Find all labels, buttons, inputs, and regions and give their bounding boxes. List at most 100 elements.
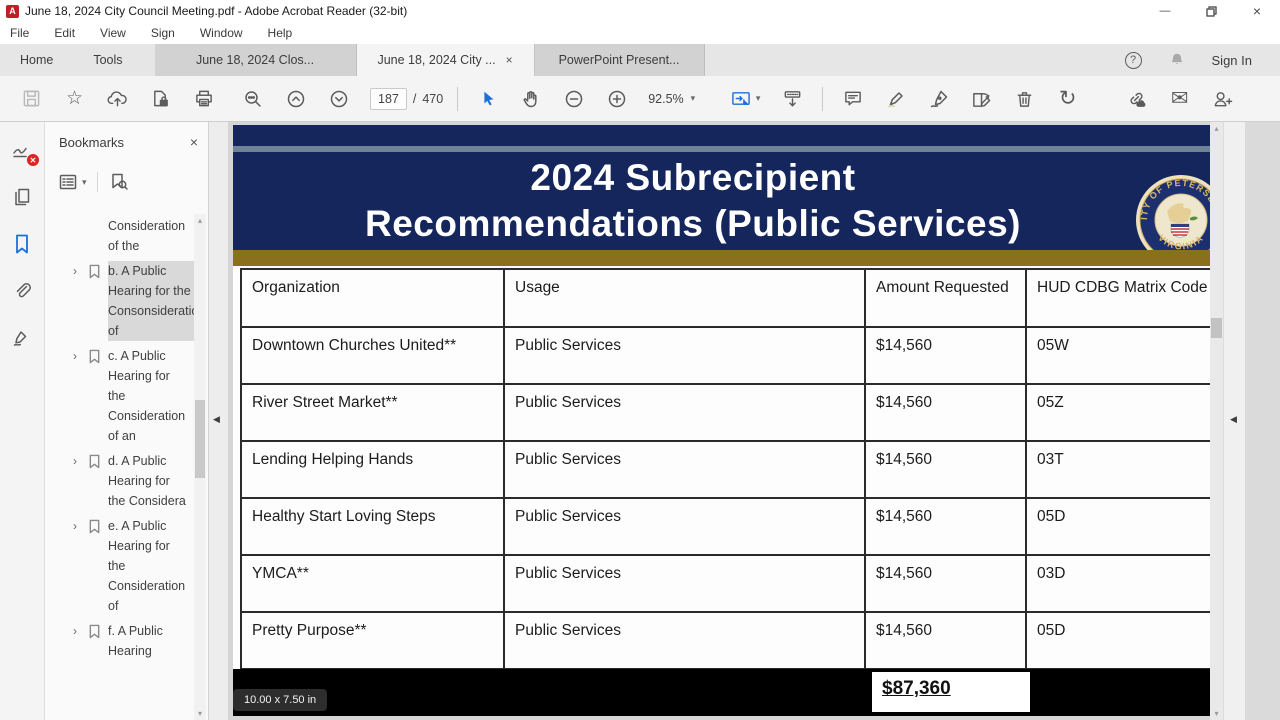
scrollbar-thumb[interactable] [195, 400, 205, 478]
notifications-bell-icon[interactable] [1168, 51, 1186, 69]
hand-tool-button[interactable] [509, 84, 552, 114]
chevron-right-icon[interactable]: › [73, 349, 77, 363]
bookmark-item-selected[interactable]: › b. A Public Hearing for the Consonside… [73, 261, 205, 341]
cell-code: 05D [1027, 499, 1241, 556]
comment-button[interactable] [831, 84, 874, 114]
bookmark-flag-icon [88, 261, 108, 279]
zoom-level-dropdown[interactable]: 92.5% ▾ [648, 92, 695, 106]
select-tool-button[interactable] [466, 84, 509, 114]
bookmark-label[interactable]: f. A Public Hearing [108, 624, 163, 658]
close-panel-icon[interactable]: × [189, 134, 198, 150]
restore-button[interactable] [1188, 0, 1234, 22]
collapse-panel-icon[interactable]: ◀ [213, 414, 220, 424]
redo-button[interactable]: ↻ [1046, 84, 1089, 114]
previous-page-button[interactable] [274, 84, 317, 114]
bookmark-label[interactable]: b. A Public Hearing for the Consonsidera… [108, 261, 205, 341]
bookmarks-scrollbar[interactable]: ▴ ▾ [194, 214, 206, 720]
highlighter-icon [887, 91, 903, 107]
tab-document-2-active[interactable]: June 18, 2024 City ... × [356, 44, 535, 76]
bookmark-item[interactable]: › f. A Public Hearing [73, 621, 188, 661]
bookmark-item[interactable]: › e. A Public Hearing for the Considerat… [73, 516, 188, 616]
bookmarks-panel-button[interactable] [10, 232, 34, 256]
bookmark-icon [16, 234, 28, 254]
menu-sign[interactable]: Sign [150, 26, 175, 40]
page-thumbnails-button[interactable] [10, 185, 34, 209]
chevron-right-icon[interactable]: › [73, 624, 77, 638]
navigation-pane-strip: ✕ [0, 122, 45, 720]
presentation-mode-button[interactable] [771, 84, 814, 114]
presentation-screen-icon [784, 90, 801, 106]
save-button[interactable] [10, 84, 53, 114]
bookmark-item[interactable]: Consideration of the [73, 216, 188, 256]
share-link-button[interactable] [1115, 84, 1158, 114]
bookmark-item[interactable]: › d. A Public Hearing for the Considera [73, 451, 188, 511]
menu-window[interactable]: Window [199, 26, 243, 40]
close-button[interactable]: × [1252, 3, 1262, 19]
edit-pdf-button[interactable] [960, 84, 1003, 114]
expand-tools-pane-icon[interactable]: ◀ [1230, 414, 1237, 424]
share-with-people-button[interactable] [1201, 84, 1244, 114]
city-seal: CITY OF PETERSBURG VIRGINIA [1135, 174, 1227, 266]
menu-help[interactable]: Help [267, 26, 293, 40]
scrollbar-thumb[interactable] [1211, 318, 1222, 338]
search-button[interactable] [231, 84, 274, 114]
upload-cloud-button[interactable] [96, 84, 139, 114]
next-page-button[interactable] [317, 84, 360, 114]
delete-pages-button[interactable] [1003, 84, 1046, 114]
column-header: Amount Requested [866, 270, 1027, 328]
minimize-button[interactable]: — [1159, 5, 1171, 17]
bookmark-options-button[interactable]: ▾ [58, 173, 87, 191]
help-icon[interactable]: ? [1124, 51, 1142, 69]
toolbar-separator [822, 86, 824, 111]
table-row: Healthy Start Loving Steps Public Servic… [242, 499, 1241, 556]
column-header: Usage [505, 270, 866, 328]
tab-close-icon[interactable]: × [505, 53, 513, 67]
bookmark-label[interactable]: e. A Public Hearing for the Consideratio… [108, 519, 186, 613]
zoom-out-button[interactable] [552, 84, 595, 114]
panel-divider[interactable]: ◀ [208, 122, 228, 720]
menu-edit[interactable]: Edit [54, 26, 76, 40]
cell-organization: Pretty Purpose** [242, 613, 505, 670]
chevron-right-icon[interactable]: › [73, 519, 77, 533]
chevron-right-icon[interactable]: › [73, 454, 77, 468]
bookmark-label[interactable]: c. A Public Hearing for the Consideratio… [108, 349, 186, 443]
menu-file[interactable]: File [10, 26, 30, 40]
bookmark-flag-icon [88, 346, 108, 364]
export-protect-button[interactable] [139, 84, 182, 114]
table-row: Downtown Churches United** Public Servic… [242, 328, 1241, 385]
total-pages: 470 [422, 91, 444, 106]
fill-sign-button[interactable] [917, 84, 960, 114]
attachments-panel-button[interactable] [10, 279, 34, 303]
bookmark-label[interactable]: Consideration of the [108, 219, 186, 253]
highlight-button[interactable] [874, 84, 917, 114]
star-button[interactable]: ☆ [53, 84, 96, 114]
find-bookmark-icon [111, 173, 128, 190]
tab-tools[interactable]: Tools [93, 53, 123, 67]
tab-document-1[interactable]: June 18, 2024 Clos... [154, 44, 357, 76]
column-header: Organization [242, 270, 505, 328]
signatures-panel-button[interactable] [10, 326, 34, 350]
signature-status-button[interactable]: ✕ [10, 138, 39, 166]
cell-amount: $14,560 [866, 442, 1027, 499]
tab-document-3[interactable]: PowerPoint Present... [534, 44, 705, 76]
scroll-up-icon[interactable]: ▴ [1214, 124, 1219, 133]
scroll-up-icon[interactable]: ▴ [197, 216, 202, 225]
email-button[interactable]: ✉ [1158, 84, 1201, 114]
column-header: HUD CDBG Matrix Code [1027, 270, 1241, 328]
scroll-down-icon[interactable]: ▾ [197, 709, 202, 718]
find-bookmark-button[interactable] [108, 172, 130, 192]
menu-view[interactable]: View [100, 26, 126, 40]
scroll-down-icon[interactable]: ▾ [1214, 709, 1219, 718]
window-titlebar: A June 18, 2024 City Council Meeting.pdf… [0, 0, 1280, 22]
document-scrollbar[interactable]: ▴ ▾ [1210, 122, 1223, 720]
page-fit-dropdown[interactable]: ▾ [719, 84, 771, 114]
tab-home[interactable]: Home [20, 53, 54, 67]
bookmark-label[interactable]: d. A Public Hearing for the Considera [108, 454, 186, 508]
chevron-right-icon[interactable]: › [73, 264, 77, 278]
bookmark-item[interactable]: › c. A Public Hearing for the Considerat… [73, 346, 188, 446]
print-button[interactable] [182, 84, 225, 114]
current-page-input[interactable]: 187 [370, 87, 407, 110]
fountain-pen-icon [930, 90, 947, 107]
zoom-in-button[interactable] [595, 84, 638, 114]
sign-in-button[interactable]: Sign In [1211, 52, 1252, 68]
